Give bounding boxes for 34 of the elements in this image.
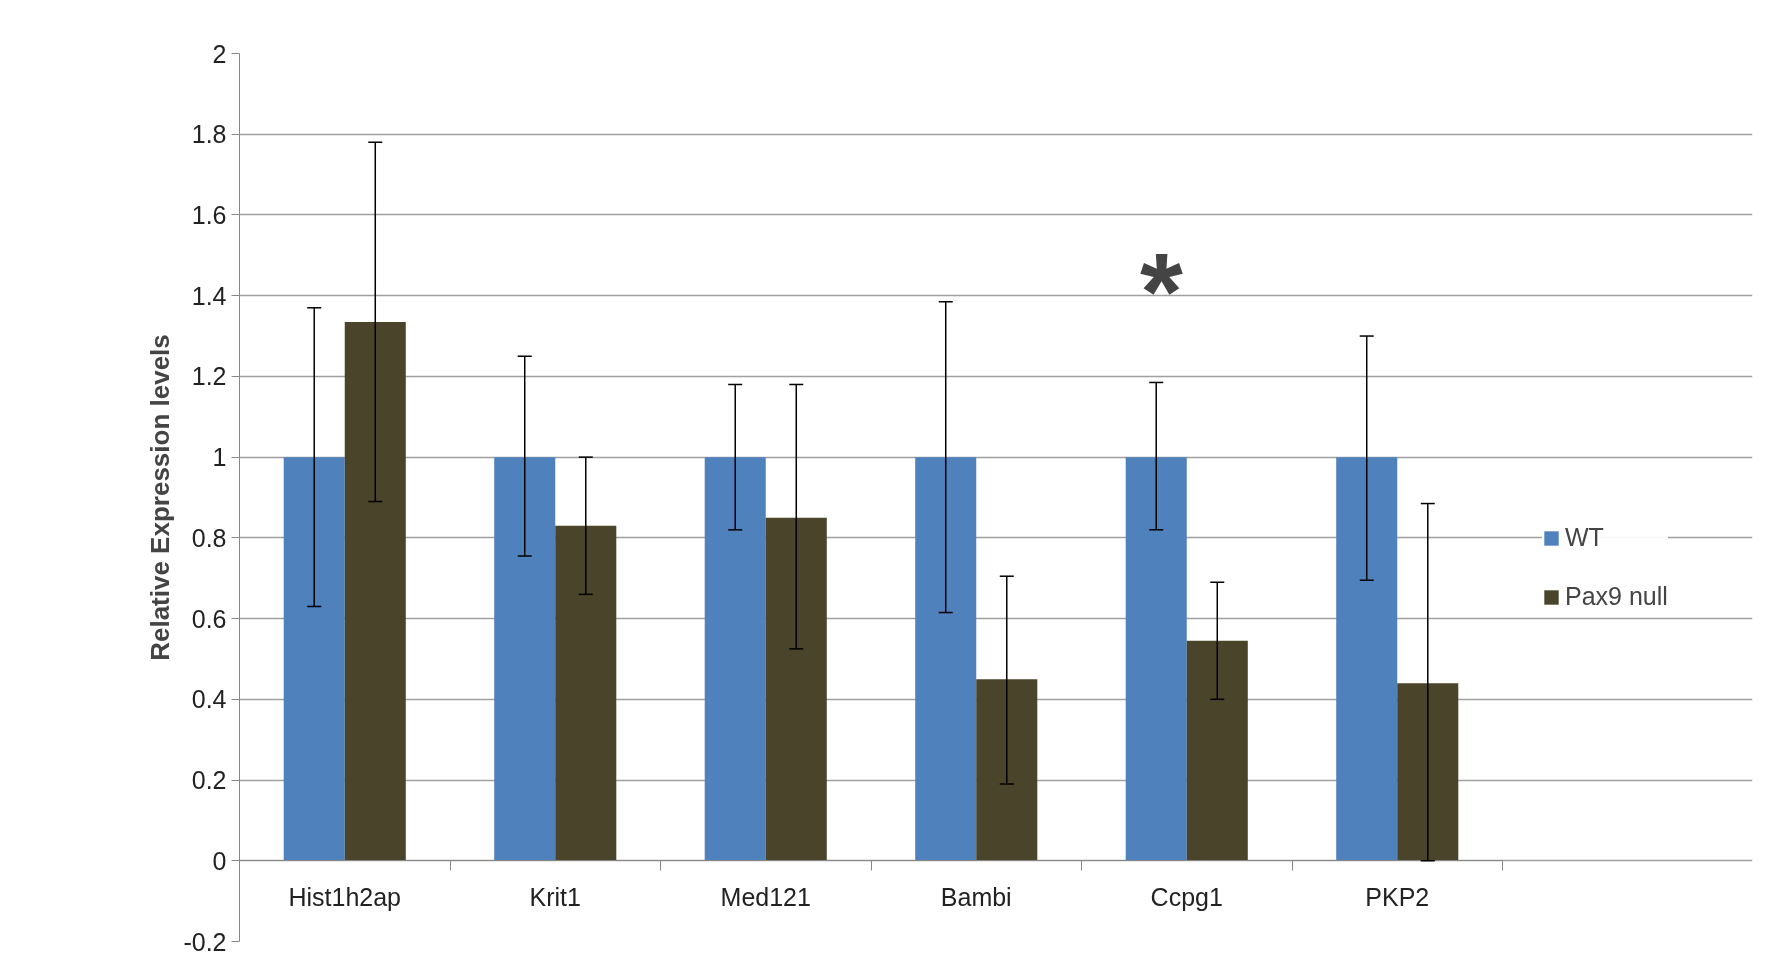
x-tick-label: Ccpg1 [1150, 882, 1223, 911]
bar [765, 517, 827, 861]
x-tick-label: Krit1 [529, 882, 581, 911]
y-tick-label: 1.6 [191, 200, 227, 229]
bar [1397, 683, 1459, 861]
y-tick-label: 0 [212, 846, 227, 875]
bar [1186, 640, 1248, 861]
y-axis-title: Relative Expression levels [145, 334, 176, 661]
annotation: * [1140, 228, 1184, 352]
x-tick-label: Hist1h2ap [288, 882, 402, 911]
y-tick-label: 0.2 [191, 766, 227, 795]
y-tick-label: 1.2 [191, 362, 227, 391]
bar [1336, 457, 1398, 861]
bar [555, 525, 617, 861]
bar [283, 457, 345, 861]
bar [704, 457, 766, 861]
x-tick-label: Bambi [940, 882, 1012, 911]
x-tick-label: PKP2 [1365, 882, 1430, 911]
y-tick-label: 1.4 [191, 281, 227, 310]
bar [344, 321, 406, 861]
y-tick-label: -0.2 [183, 927, 227, 956]
bar [494, 457, 556, 861]
y-tick-label: 0.8 [191, 523, 227, 552]
legend-label: Pax9 null [1565, 582, 1668, 611]
bar [976, 679, 1038, 861]
y-tick-label: 1 [212, 443, 227, 472]
bar [1125, 457, 1187, 861]
y-tick-label: 0.4 [191, 685, 227, 714]
legend-label: WT [1565, 523, 1604, 552]
y-tick-label: 2 [212, 39, 227, 68]
bar [915, 457, 977, 861]
x-tick-label: Med121 [720, 882, 811, 911]
y-tick-label: 1.8 [191, 120, 227, 149]
y-tick-label: 0.6 [191, 604, 227, 633]
